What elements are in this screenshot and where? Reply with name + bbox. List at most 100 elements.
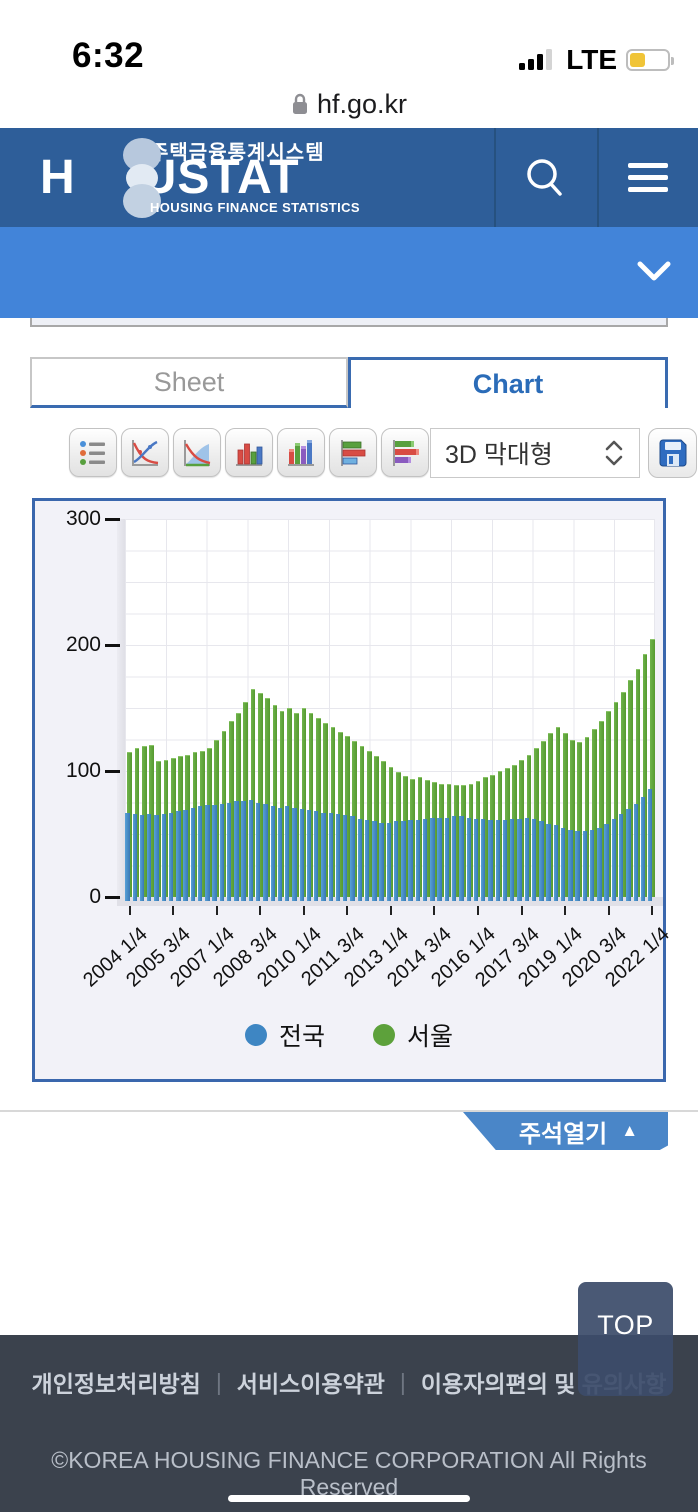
menu-button[interactable]	[600, 128, 696, 227]
bar-nationwide	[546, 823, 551, 901]
logo-wordmark: H USTAT	[40, 151, 300, 204]
bar-seoul	[613, 701, 619, 897]
bar-seoul	[541, 740, 546, 897]
collapsed-filter-band[interactable]	[0, 227, 698, 318]
network-label: LTE	[566, 44, 617, 75]
bar-seoul	[243, 701, 249, 897]
x-tick-label: 2010 1/4	[252, 923, 326, 992]
x-tick-label: 2019 1/4	[514, 923, 587, 992]
chevron-down-icon[interactable]	[636, 259, 672, 283]
bar-nationwide	[241, 801, 246, 901]
scroll-to-top-button[interactable]: TOP	[578, 1282, 673, 1396]
x-tick-mark	[172, 906, 175, 915]
tab-chart[interactable]: Chart	[348, 357, 668, 408]
bar-nationwide	[444, 817, 450, 901]
bar-nationwide	[640, 797, 646, 901]
list-view-button[interactable]	[69, 428, 117, 477]
x-tick-label: 2007 1/4	[165, 923, 239, 992]
footer-link-terms[interactable]: 서비스이용약관	[236, 1371, 385, 1397]
partially-hidden-select-box	[30, 318, 668, 327]
hbar-3d-chart-button[interactable]	[381, 428, 429, 477]
bar-nationwide	[401, 821, 406, 901]
bar-3d-chart-button[interactable]	[277, 428, 325, 477]
bar-nationwide	[321, 812, 326, 901]
footer-separator: |	[215, 1368, 222, 1395]
x-tick-mark	[259, 906, 262, 915]
chart-legend: 전국 서울	[35, 1017, 663, 1053]
bar-nationwide	[502, 820, 508, 901]
url-text: hf.go.kr	[316, 88, 408, 119]
bar-seoul	[548, 733, 554, 897]
search-button[interactable]	[497, 128, 593, 227]
bar-nationwide	[626, 808, 631, 901]
bar-nationwide	[466, 817, 471, 901]
area-chart-icon	[184, 439, 211, 466]
hbar-chart-button[interactable]	[329, 428, 377, 477]
status-time: 6:32	[72, 36, 145, 75]
bar-chart-icon	[236, 443, 263, 466]
bar-nationwide	[263, 803, 268, 901]
bar-nationwide	[415, 820, 421, 901]
y-tick-mark	[105, 769, 120, 773]
bar-seoul	[577, 742, 583, 897]
battery-icon	[626, 49, 674, 71]
bar-nationwide	[524, 817, 529, 901]
tab-sheet[interactable]: Sheet	[30, 357, 348, 408]
header-divider	[494, 128, 496, 227]
horizontal-divider	[0, 1110, 698, 1112]
bar-nationwide	[197, 806, 203, 901]
bar-nationwide	[219, 803, 225, 901]
logo-korean-title: 주택금융통계시스템	[150, 142, 325, 164]
chart-type-buttons	[69, 428, 429, 477]
bar-seoul	[257, 692, 263, 897]
x-tick-label: 2017 3/4	[470, 923, 544, 992]
y-tick-label: 0	[89, 885, 101, 908]
bar-nationwide	[350, 816, 355, 901]
bar-nationwide	[292, 807, 297, 901]
legend-item[interactable]: 서울	[373, 1017, 453, 1053]
footer-links: 개인정보처리방침 | 서비스이용약관 | 이용자의편의 및 유의사항	[0, 1365, 698, 1399]
search-icon	[527, 158, 562, 196]
y-tick-label: 100	[65, 759, 101, 782]
houstat-logo[interactable]: 주택금융통계시스템 H USTAT HOUSING FINANCE STATIST…	[22, 134, 462, 224]
bar-nationwide	[589, 830, 595, 901]
area-chart-button[interactable]	[173, 428, 221, 477]
x-tick-mark	[607, 906, 610, 915]
home-indicator[interactable]	[228, 1495, 470, 1502]
url-bar[interactable]: hf.go.kr	[0, 82, 698, 126]
bar-chart-button[interactable]	[225, 428, 273, 477]
bar-nationwide	[357, 818, 363, 901]
select-updown-icon	[605, 440, 623, 466]
legend-item[interactable]: 전국	[244, 1017, 325, 1053]
bar-3d-chart-icon	[288, 439, 314, 466]
y-tick-mark	[105, 895, 120, 899]
bar-nationwide	[517, 818, 522, 901]
bar-nationwide	[633, 803, 638, 901]
footer-link-privacy[interactable]: 개인정보처리방침	[31, 1371, 201, 1397]
x-tick-label: 2020 3/4	[557, 923, 631, 992]
logo-circles-icon	[120, 138, 164, 220]
save-chart-button[interactable]	[648, 428, 697, 478]
hamburger-icon	[628, 162, 668, 192]
bar-nationwide	[147, 813, 152, 901]
bar-nationwide	[248, 799, 254, 901]
y-tick-label: 200	[65, 633, 101, 656]
line-chart-button[interactable]	[121, 428, 169, 477]
bar-nationwide	[611, 818, 617, 901]
chart-type-select[interactable]: 3D 막대형	[430, 428, 640, 478]
bar-nationwide	[285, 806, 290, 901]
y-axis: 0 100 200 300	[35, 501, 125, 921]
site-header: 주택금융통계시스템 H USTAT HOUSING FINANCE STATIST…	[0, 128, 698, 227]
bar-nationwide	[393, 821, 399, 901]
x-tick-label: 2016 1/4	[427, 923, 500, 992]
bar-seoul	[316, 718, 321, 897]
bar-nationwide	[270, 806, 275, 901]
bar-nationwide	[132, 813, 137, 901]
bar-seoul	[330, 726, 336, 897]
y-tick-mark	[105, 643, 120, 647]
bar-seoul	[599, 720, 604, 897]
bar-nationwide	[575, 831, 580, 901]
bar-nationwide	[510, 818, 515, 901]
annotation-toggle-button[interactable]: 주석열기 ▲	[463, 1112, 668, 1150]
